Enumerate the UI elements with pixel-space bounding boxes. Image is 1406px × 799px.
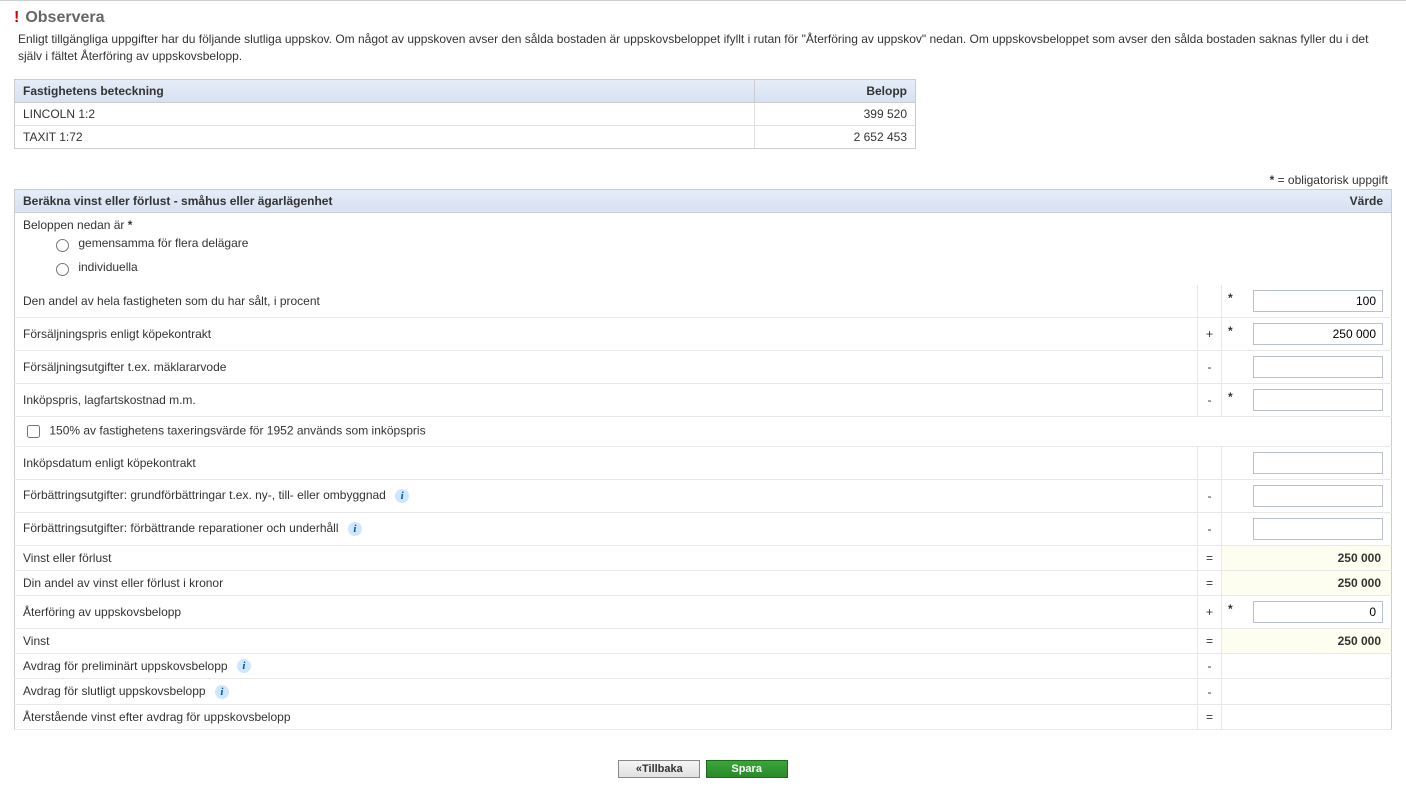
calc-section-title: Beräkna vinst eller förlust - småhus ell… xyxy=(15,189,1222,212)
row-vinst1-label: Vinst eller förlust xyxy=(15,545,1198,570)
row-vinst2-label: Vinst xyxy=(15,628,1198,653)
row-forb2-label: Förbättringsutgifter: förbättrande repar… xyxy=(23,521,339,535)
radio-common[interactable] xyxy=(56,239,69,252)
row-fpris-label: Försäljningspris enligt köpekontrakt xyxy=(15,317,1198,350)
info-icon[interactable]: i xyxy=(348,522,362,536)
row-inkopsdat-label: Inköpsdatum enligt köpekontrakt xyxy=(15,446,1198,479)
property-header-name: Fastighetens beteckning xyxy=(15,80,755,102)
row-dinandel-label: Din andel av vinst eller förlust i krono… xyxy=(15,570,1198,595)
observe-title: Observera xyxy=(25,9,104,27)
forb1-input[interactable] xyxy=(1253,485,1383,507)
inkop-input[interactable] xyxy=(1253,389,1383,411)
table-row: LINCOLN 1:2 399 520 xyxy=(15,103,915,126)
inkopsdat-input[interactable] xyxy=(1253,452,1383,474)
dinandel-value: 250 000 xyxy=(1222,570,1392,595)
tax1952-checkbox[interactable] xyxy=(27,425,40,438)
property-table: Fastighetens beteckning Belopp LINCOLN 1… xyxy=(14,79,916,149)
vinst2-value: 250 000 xyxy=(1222,628,1392,653)
row-inkop-label: Inköpspris, lagfartskostnad m.m. xyxy=(15,383,1198,416)
info-icon[interactable]: i xyxy=(215,685,229,699)
forb2-input[interactable] xyxy=(1253,518,1383,540)
info-icon[interactable]: i xyxy=(395,489,409,503)
table-row: TAXIT 1:72 2 652 453 xyxy=(15,126,915,148)
info-icon[interactable]: i xyxy=(237,659,251,673)
fpris-input[interactable] xyxy=(1253,323,1383,345)
vinst1-value: 250 000 xyxy=(1222,545,1392,570)
belopp-label: Beloppen nedan är * xyxy=(23,218,132,232)
back-button[interactable]: «Tillbaka xyxy=(618,760,700,778)
calculation-table: Beräkna vinst eller förlust - småhus ell… xyxy=(14,189,1392,731)
row-forb1-label: Förbättringsutgifter: grundförbättringar… xyxy=(23,488,386,502)
radio-individual[interactable] xyxy=(56,263,69,276)
row-andel-label: Den andel av hela fastigheten som du har… xyxy=(15,285,1198,318)
calc-value-header: Värde xyxy=(1222,189,1392,212)
save-button[interactable]: Spara xyxy=(706,760,788,778)
property-header-amount: Belopp xyxy=(755,80,915,102)
observe-text: Enligt tillgängliga uppgifter har du föl… xyxy=(18,31,1392,65)
mandatory-note: * = obligatorisk uppgift xyxy=(14,173,1392,187)
andel-input[interactable] xyxy=(1253,290,1383,312)
row-futg-label: Försäljningsutgifter t.ex. mäklararvode xyxy=(15,350,1198,383)
row-aterst-label: Återstående vinst efter avdrag för uppsk… xyxy=(15,705,1198,730)
row-avdrags-label: Avdrag för slutligt uppskovsbelopp xyxy=(23,684,206,698)
row-aterfor-label: Återföring av uppskovsbelopp xyxy=(15,595,1198,628)
row-avdragp-label: Avdrag för preliminärt uppskovsbelopp xyxy=(23,659,228,673)
futg-input[interactable] xyxy=(1253,356,1383,378)
aterfor-input[interactable] xyxy=(1253,601,1383,623)
exclamation-icon: ! xyxy=(14,9,19,27)
